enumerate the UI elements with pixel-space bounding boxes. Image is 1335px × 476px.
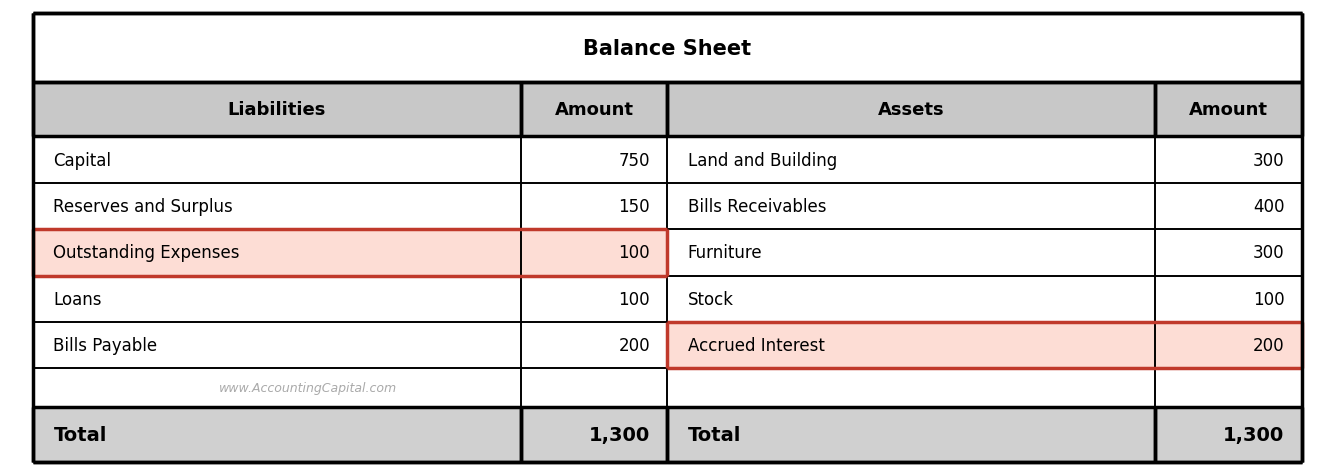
Bar	[521, 276, 668, 322]
Bar	[33, 230, 521, 276]
Bar	[1155, 137, 1302, 183]
Bar	[668, 407, 1155, 462]
Text: 1,300: 1,300	[1223, 425, 1284, 444]
Bar	[521, 407, 668, 462]
Text: Bills Receivables: Bills Receivables	[688, 198, 826, 216]
Text: 300: 300	[1252, 244, 1284, 262]
Text: Total: Total	[53, 425, 107, 444]
Text: 100: 100	[1252, 290, 1284, 308]
Bar	[668, 183, 1155, 230]
Text: 100: 100	[618, 290, 650, 308]
Bar	[521, 83, 668, 137]
Bar	[33, 137, 521, 183]
Text: 150: 150	[618, 198, 650, 216]
Text: Liabilities: Liabilities	[228, 101, 326, 119]
Bar	[668, 276, 1155, 322]
Bar	[1155, 407, 1302, 462]
Text: Total: Total	[688, 425, 741, 444]
Bar	[521, 137, 668, 183]
Text: www.AccountingCapital.com: www.AccountingCapital.com	[219, 382, 396, 395]
Bar	[1155, 322, 1302, 368]
Bar	[33, 368, 521, 407]
Bar	[33, 14, 1302, 83]
Bar	[668, 322, 1155, 368]
Bar	[668, 368, 1155, 407]
Bar	[1155, 276, 1302, 322]
Text: Loans: Loans	[53, 290, 101, 308]
Text: 200: 200	[1252, 337, 1284, 355]
Text: Outstanding Expenses: Outstanding Expenses	[53, 244, 240, 262]
Bar	[668, 230, 1155, 276]
Text: Balance Sheet: Balance Sheet	[583, 39, 752, 59]
Text: Amount: Amount	[554, 101, 634, 119]
Text: Accrued Interest: Accrued Interest	[688, 337, 825, 355]
Bar	[33, 407, 521, 462]
Bar	[1155, 83, 1302, 137]
Text: 400: 400	[1252, 198, 1284, 216]
Bar	[521, 183, 668, 230]
Text: 1,300: 1,300	[589, 425, 650, 444]
Text: 100: 100	[618, 244, 650, 262]
Bar	[1155, 230, 1302, 276]
Bar	[521, 322, 668, 368]
Bar	[521, 230, 668, 276]
Text: Land and Building: Land and Building	[688, 151, 837, 169]
Text: Amount: Amount	[1188, 101, 1268, 119]
Bar	[521, 368, 668, 407]
Bar	[668, 83, 1155, 137]
Text: Bills Payable: Bills Payable	[53, 337, 158, 355]
Bar	[33, 83, 521, 137]
Text: 300: 300	[1252, 151, 1284, 169]
Text: Capital: Capital	[53, 151, 111, 169]
Bar	[1155, 368, 1302, 407]
Bar	[668, 137, 1155, 183]
Bar	[33, 276, 521, 322]
Text: Reserves and Surplus: Reserves and Surplus	[53, 198, 234, 216]
Text: Stock: Stock	[688, 290, 733, 308]
Text: Furniture: Furniture	[688, 244, 762, 262]
Text: Assets: Assets	[878, 101, 944, 119]
Bar	[33, 183, 521, 230]
Bar	[1155, 183, 1302, 230]
Text: 750: 750	[618, 151, 650, 169]
Bar	[33, 322, 521, 368]
Text: 200: 200	[618, 337, 650, 355]
